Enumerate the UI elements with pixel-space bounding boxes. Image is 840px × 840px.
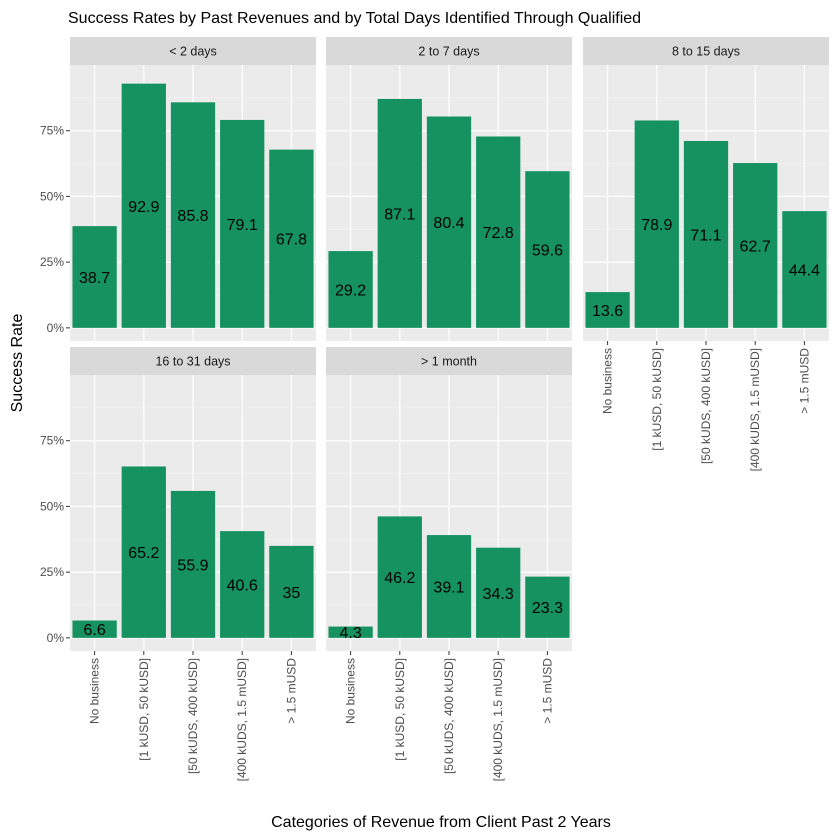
bar-value-label: 78.9 — [641, 217, 672, 234]
bar — [377, 516, 422, 638]
facet-strip-label: > 1 month — [421, 355, 477, 369]
y-tick-label: 75% — [40, 124, 64, 138]
y-tick-label: 75% — [40, 434, 64, 448]
bar — [733, 163, 778, 328]
bar-value-label: 55.9 — [177, 557, 208, 574]
y-axis-title: Success Rate — [9, 314, 26, 413]
facet-strip — [326, 347, 572, 375]
bar — [121, 83, 166, 328]
bar-value-label: 65.2 — [128, 545, 159, 562]
bar-value-label: 38.7 — [79, 270, 110, 287]
bar-value-label: 71.1 — [690, 227, 721, 244]
facet-strip-label: 16 to 31 days — [155, 355, 230, 369]
bar-value-label: 44.4 — [789, 263, 820, 280]
x-tick-label: > 1.5 mUSD — [540, 658, 554, 724]
bar-value-label: 72.8 — [483, 225, 514, 242]
x-tick-label: > 1.5 mUSD — [284, 658, 298, 724]
x-tick-label: [400 kUDS, 1.5 mUSD] — [748, 348, 762, 471]
facet-strip-label: < 2 days — [169, 45, 217, 59]
bar — [170, 102, 216, 328]
x-tick-label: No business — [88, 658, 102, 724]
bar — [269, 545, 314, 638]
bar-value-label: 4.3 — [339, 625, 361, 642]
bar — [377, 98, 422, 328]
bar — [328, 251, 373, 328]
bar — [269, 149, 314, 328]
y-tick-label: 25% — [40, 255, 64, 269]
bar — [220, 119, 265, 328]
bar-value-label: 79.1 — [227, 217, 258, 234]
bar — [476, 547, 521, 638]
bar-value-label: 39.1 — [433, 579, 464, 596]
bar-value-label: 6.6 — [83, 622, 105, 639]
bar-value-label: 92.9 — [128, 199, 159, 216]
bar — [476, 136, 521, 328]
facet-strip-label: 8 to 15 days — [672, 45, 740, 59]
bar-value-label: 85.8 — [177, 208, 208, 225]
bar — [683, 140, 729, 328]
bar-value-label: 80.4 — [433, 215, 464, 232]
x-tick-label: > 1.5 mUSD — [797, 348, 811, 414]
facet-strip — [70, 347, 316, 375]
y-tick-label: 25% — [40, 565, 64, 579]
y-tick-label: 0% — [47, 321, 65, 335]
x-tick-label: [1 kUSD, 50 kUSD] — [393, 658, 407, 761]
bar — [220, 531, 265, 638]
bar-value-label: 40.6 — [227, 577, 258, 594]
x-tick-label: [400 kUDS, 1.5 mUSD] — [491, 658, 505, 781]
bar — [634, 120, 679, 328]
x-tick-label: No business — [601, 348, 615, 414]
bar — [170, 490, 216, 638]
y-tick-label: 0% — [47, 631, 65, 645]
x-axis-title: Categories of Revenue from Client Past 2… — [271, 814, 611, 831]
bar-value-label: 87.1 — [384, 206, 415, 223]
bar-value-label: 35 — [283, 585, 301, 602]
bar — [525, 576, 570, 638]
bar — [121, 466, 166, 638]
facet-strip-label: 2 to 7 days — [418, 45, 479, 59]
x-tick-label: [50 kUDS, 400 kUSD] — [186, 658, 200, 774]
facet-strip — [583, 37, 829, 65]
bar-value-label: 59.6 — [532, 243, 563, 260]
bar — [426, 535, 472, 638]
facet-strip — [326, 37, 572, 65]
bar — [426, 116, 472, 328]
x-tick-label: [50 kUDS, 400 kUSD] — [442, 658, 456, 774]
x-tick-label: [400 kUDS, 1.5 mUSD] — [235, 658, 249, 781]
bar-value-label: 13.6 — [592, 303, 623, 320]
bar-value-label: 34.3 — [483, 586, 514, 603]
bar-value-label: 23.3 — [532, 600, 563, 617]
x-tick-label: No business — [344, 658, 358, 724]
bar-value-label: 62.7 — [740, 238, 771, 255]
y-tick-label: 50% — [40, 499, 64, 513]
chart-title: Success Rates by Past Revenues and by To… — [68, 10, 641, 27]
bar — [72, 620, 117, 638]
facet-panels: < 2 days 38.7 92.9 85.8 79.1 67.8 0% 25% 50% 75% 2… — [40, 37, 829, 781]
bar — [782, 211, 827, 328]
facet-strip — [70, 37, 316, 65]
x-tick-label: [50 kUDS, 400 kUSD] — [699, 348, 713, 464]
y-tick-label: 50% — [40, 189, 64, 203]
bar — [585, 292, 630, 328]
bar — [525, 171, 570, 328]
bar-value-label: 46.2 — [384, 570, 415, 587]
x-tick-label: [1 kUSD, 50 kUSD] — [650, 348, 664, 451]
bar-value-label: 67.8 — [276, 232, 307, 249]
bar — [72, 226, 117, 328]
x-tick-label: [1 kUSD, 50 kUSD] — [137, 658, 151, 761]
bar — [328, 626, 373, 638]
bar-value-label: 29.2 — [335, 282, 366, 299]
